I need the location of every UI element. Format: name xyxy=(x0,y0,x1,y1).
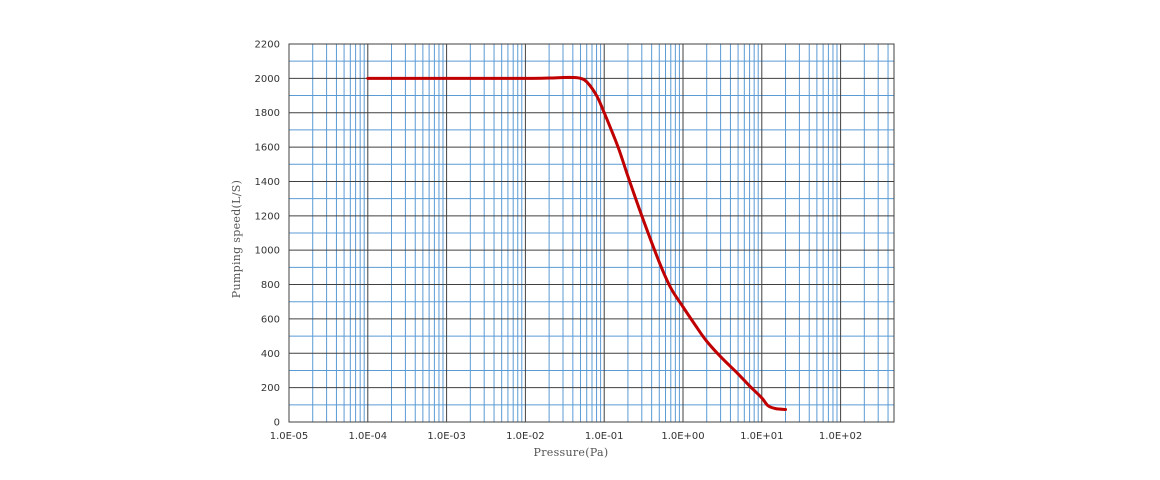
y-axis-tick-labels: 0 200 400 600 800 1000 1200 1400 1600 1800 2000 220… xyxy=(255,40,280,429)
y-tick-label: 800 xyxy=(261,280,280,291)
x-axis-title: Pressure(Pa) xyxy=(534,446,609,459)
y-tick-label: 1400 xyxy=(255,177,280,188)
plot-area-frame xyxy=(288,43,895,423)
y-tick-label: 0 xyxy=(274,418,280,429)
y-tick-label: 1600 xyxy=(255,143,280,154)
y-tick-label: 2200 xyxy=(255,40,280,51)
y-tick-label: 1200 xyxy=(255,211,280,222)
pumping-speed-curve xyxy=(366,75,788,411)
y-tick-label: 400 xyxy=(261,349,280,360)
y-axis-title: Pumping speed(L/S) xyxy=(230,180,243,298)
y-tick-label: 600 xyxy=(261,314,280,325)
x-tick-label: 1.0E-05 xyxy=(270,431,309,442)
y-tick-label: 2000 xyxy=(255,74,280,85)
y-tick-label: 1000 xyxy=(255,246,280,257)
y-tick-label: 200 xyxy=(261,383,280,394)
x-tick-label: 1.0E+02 xyxy=(819,431,862,442)
x-tick-label: 1.0E-02 xyxy=(506,431,545,442)
minor-gridlines xyxy=(289,44,894,422)
x-axis-tick-labels: 1.0E-05 1.0E-04 1.0E-03 1.0E-02 1.0E-01 1.0E+… xyxy=(270,431,863,442)
x-tick-label: 1.0E-04 xyxy=(349,431,388,442)
y-tick-label: 1800 xyxy=(255,108,280,119)
x-tick-label: 1.0E-03 xyxy=(427,431,466,442)
plot-border xyxy=(288,43,895,423)
x-tick-label: 1.0E-01 xyxy=(585,431,624,442)
x-tick-label: 1.0E+01 xyxy=(740,431,783,442)
series-layer xyxy=(366,75,788,411)
x-tick-label: 1.0E+00 xyxy=(661,431,704,442)
